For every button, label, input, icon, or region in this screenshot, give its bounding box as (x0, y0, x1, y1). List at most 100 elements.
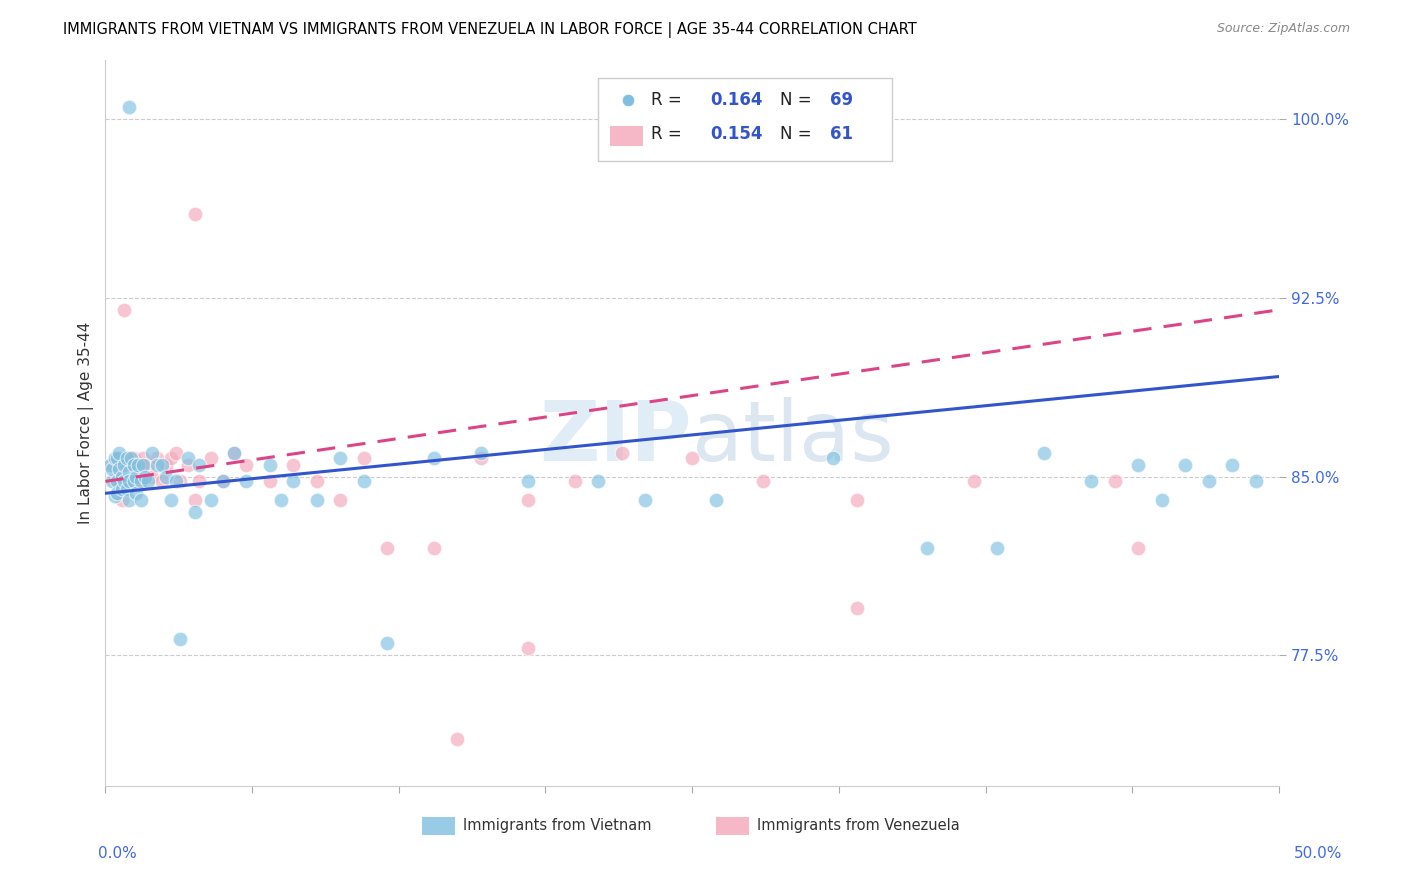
Point (150, 458, 173, 472)
Point (104, 450, 127, 465)
Point (122, 458, 145, 472)
Text: IMMIGRANTS FROM VIETNAM VS IMMIGRANTS FROM VENEZUELA IN LABOR FORCE | AGE 35-44 : IMMIGRANTS FROM VIETNAM VS IMMIGRANTS FR… (63, 22, 917, 38)
Point (155, 469, 177, 483)
Point (270, 493, 292, 508)
Point (1220, 458, 1243, 472)
Point (375, 541, 398, 555)
Point (111, 458, 134, 472)
Point (353, 475, 375, 489)
Point (115, 475, 138, 489)
Point (136, 475, 159, 489)
Point (183, 207, 205, 221)
Point (122, 475, 145, 489)
Point (634, 493, 657, 508)
Point (120, 458, 142, 472)
Point (516, 475, 538, 489)
Point (915, 541, 938, 555)
Point (235, 458, 257, 472)
Point (111, 493, 134, 508)
Text: 61: 61 (830, 126, 852, 144)
Point (125, 458, 148, 472)
Point (129, 493, 152, 508)
Point (470, 450, 492, 465)
Point (176, 450, 198, 465)
Point (224, 446, 246, 460)
Point (564, 475, 586, 489)
Point (120, 450, 142, 465)
Point (986, 541, 1008, 555)
Point (224, 446, 246, 460)
Point (105, 475, 128, 489)
Point (751, 475, 773, 489)
Point (118, 450, 141, 465)
Point (1139, 244, 1161, 258)
Point (118, 493, 141, 508)
FancyBboxPatch shape (716, 817, 748, 835)
Point (112, 458, 135, 472)
Point (104, 489, 127, 503)
Point (105, 458, 128, 472)
Point (115, 458, 138, 472)
Point (375, 636, 398, 650)
Point (112, 302, 135, 317)
Point (150, 475, 173, 489)
Point (118, 465, 141, 479)
Point (200, 450, 222, 465)
FancyBboxPatch shape (599, 78, 891, 161)
Point (1174, 458, 1197, 472)
Text: 0.154: 0.154 (710, 126, 762, 144)
Point (129, 475, 152, 489)
Point (118, 475, 141, 489)
Point (1128, 458, 1150, 472)
Point (134, 469, 156, 483)
Point (160, 493, 183, 508)
Point (1033, 446, 1056, 460)
Point (118, 100, 141, 114)
Point (98, 458, 121, 472)
Point (115, 482, 138, 496)
Point (283, 475, 305, 489)
Point (329, 493, 352, 508)
Point (141, 469, 163, 483)
Point (108, 446, 131, 460)
Point (1150, 493, 1173, 508)
Point (845, 493, 868, 508)
Point (105, 450, 128, 465)
Point (112, 475, 135, 489)
Point (183, 493, 205, 508)
Point (423, 450, 446, 465)
Point (704, 493, 727, 508)
Point (112, 450, 135, 465)
Point (470, 446, 492, 460)
Point (211, 475, 233, 489)
Point (1128, 541, 1150, 555)
Point (146, 458, 169, 472)
Point (1080, 475, 1102, 489)
Text: ZIP: ZIP (540, 397, 692, 478)
Point (516, 493, 538, 508)
Point (112, 475, 135, 489)
Point (111, 469, 134, 483)
Point (127, 475, 149, 489)
Text: 0.0%: 0.0% (98, 846, 138, 861)
Point (176, 458, 198, 472)
Point (259, 458, 281, 472)
Text: N =: N = (780, 126, 817, 144)
Point (104, 450, 127, 465)
Text: atlas: atlas (692, 397, 894, 478)
Point (446, 731, 468, 746)
FancyBboxPatch shape (422, 817, 456, 835)
Point (353, 450, 375, 465)
Y-axis label: In Labor Force | Age 35-44: In Labor Force | Age 35-44 (79, 322, 94, 524)
Point (188, 458, 211, 472)
Point (169, 632, 191, 646)
Point (235, 475, 257, 489)
Point (165, 475, 187, 489)
Point (963, 475, 986, 489)
Text: 0.164: 0.164 (710, 91, 762, 109)
Point (200, 493, 222, 508)
FancyBboxPatch shape (610, 126, 643, 146)
Point (134, 469, 156, 483)
Point (105, 486, 128, 500)
Point (423, 541, 446, 555)
